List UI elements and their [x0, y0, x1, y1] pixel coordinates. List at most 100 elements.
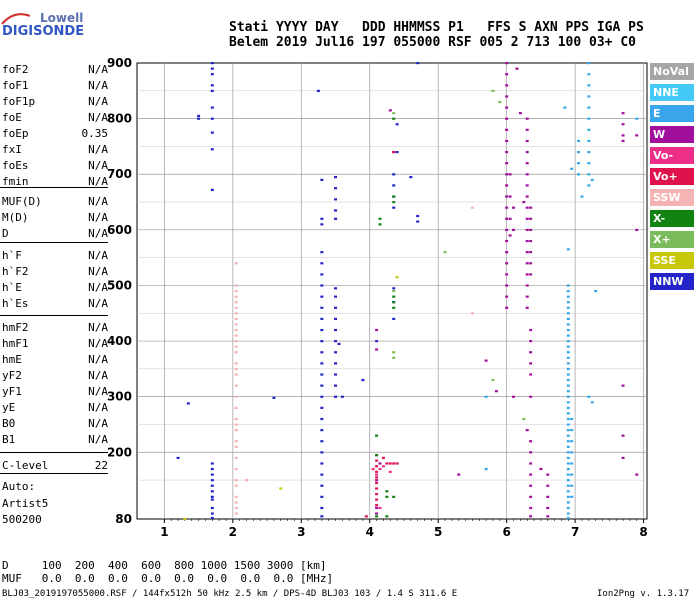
- data-point-nnw: [395, 150, 399, 154]
- data-point-w: [529, 351, 533, 354]
- data-point-vo: [375, 498, 379, 501]
- data-point-e: [566, 495, 570, 498]
- data-point-e: [566, 378, 570, 382]
- data-point-e: [590, 178, 594, 181]
- data-point-e: [587, 62, 591, 65]
- data-point-vo: [378, 506, 382, 510]
- param-value: 22: [94, 459, 108, 472]
- param-value: N/A: [88, 211, 108, 224]
- data-point-w: [529, 440, 533, 443]
- data-point-w: [505, 95, 509, 98]
- data-point-nnw: [392, 317, 396, 321]
- data-point-e: [484, 467, 488, 471]
- data-point-x: [378, 217, 382, 220]
- data-point-w: [375, 348, 379, 351]
- legend-item: E: [650, 105, 694, 122]
- param-name: hmF1: [2, 337, 29, 350]
- data-point-nnw: [392, 173, 396, 176]
- data-point-x: [392, 356, 396, 359]
- data-point-x: [443, 251, 447, 254]
- data-point-x: [392, 117, 396, 120]
- data-point-nnw: [210, 62, 214, 65]
- param-value: N/A: [88, 175, 108, 188]
- data-point-nnw: [337, 342, 341, 346]
- param-name: foF1p: [2, 95, 36, 108]
- data-point-e: [566, 462, 570, 465]
- data-point-nnw: [416, 62, 420, 65]
- data-point-e: [566, 395, 570, 398]
- legend-item: SSE: [650, 252, 694, 269]
- data-point-w: [457, 473, 461, 476]
- data-point-w: [621, 123, 625, 126]
- param-name: h`F2: [2, 265, 29, 278]
- data-point-w: [621, 434, 625, 437]
- data-point-ssw: [234, 479, 238, 482]
- data-point-w: [505, 84, 509, 87]
- data-point-w: [378, 462, 382, 465]
- data-point-nnw: [409, 176, 413, 179]
- data-point-vo: [375, 481, 379, 485]
- data-point-nnw: [334, 198, 338, 201]
- data-point-w: [515, 67, 519, 70]
- param-name: MUF(D): [2, 195, 42, 208]
- data-point-e: [566, 367, 570, 371]
- data-point-nnw: [210, 188, 214, 191]
- data-point-nnw: [197, 114, 201, 118]
- data-point-w: [529, 340, 533, 343]
- param-value: N/A: [88, 353, 108, 366]
- data-point-nnw: [320, 440, 324, 443]
- data-point-x: [491, 378, 495, 382]
- data-point-w: [505, 217, 509, 220]
- data-point-ssw: [234, 340, 238, 343]
- data-point-e: [563, 106, 567, 109]
- data-point-w: [546, 506, 550, 510]
- data-point-w: [529, 273, 533, 276]
- y-tick-label: 700: [107, 167, 132, 181]
- data-point-e: [587, 73, 591, 76]
- data-point-w: [512, 395, 516, 398]
- data-point-nnw: [320, 251, 324, 254]
- data-point-e: [570, 462, 574, 465]
- data-point-nnw: [320, 462, 324, 465]
- data-point-w: [484, 359, 488, 362]
- data-point-w: [529, 262, 533, 265]
- data-point-w: [635, 134, 639, 137]
- data-point-w: [505, 173, 509, 176]
- data-point-e: [566, 290, 570, 293]
- data-point-e: [566, 401, 570, 404]
- data-point-e: [570, 495, 574, 498]
- param-name: h`F: [2, 249, 22, 262]
- data-point-nnw: [210, 473, 214, 476]
- data-point-nnw: [392, 206, 396, 209]
- param-name: fmin: [2, 175, 29, 188]
- data-point-w: [525, 262, 529, 265]
- footer-muf-row: MUF 0.0 0.0 0.0 0.0 0.0 0.0 0.0 0.0 [MHz…: [2, 572, 334, 585]
- data-point-nnw: [334, 384, 338, 387]
- data-point-w: [505, 184, 509, 187]
- plot-area: [136, 62, 648, 520]
- data-point-vo: [388, 462, 392, 465]
- data-point-nnw: [320, 340, 324, 343]
- data-point-e: [566, 423, 570, 426]
- data-point-e: [594, 290, 598, 293]
- param-value: N/A: [88, 111, 108, 124]
- data-point-e: [570, 417, 574, 421]
- data-point-nnw: [320, 473, 324, 476]
- data-point-e: [566, 417, 570, 421]
- param-value: N/A: [88, 195, 108, 208]
- data-point-w: [529, 495, 533, 498]
- x-tick-label: 1: [160, 525, 168, 539]
- data-point-e: [587, 150, 591, 154]
- param-value: N/A: [88, 95, 108, 108]
- y-tick-label: 600: [107, 223, 132, 237]
- data-point-w: [621, 384, 625, 387]
- data-point-ssw: [234, 484, 238, 487]
- data-point-e: [570, 451, 574, 454]
- data-point-vo: [375, 504, 379, 507]
- data-point-e: [566, 351, 570, 354]
- param-name: fxI: [2, 143, 22, 156]
- data-point-nnw: [320, 495, 324, 498]
- data-point-nnw: [320, 384, 324, 387]
- data-point-vo: [378, 467, 382, 471]
- data-point-sse: [279, 487, 283, 490]
